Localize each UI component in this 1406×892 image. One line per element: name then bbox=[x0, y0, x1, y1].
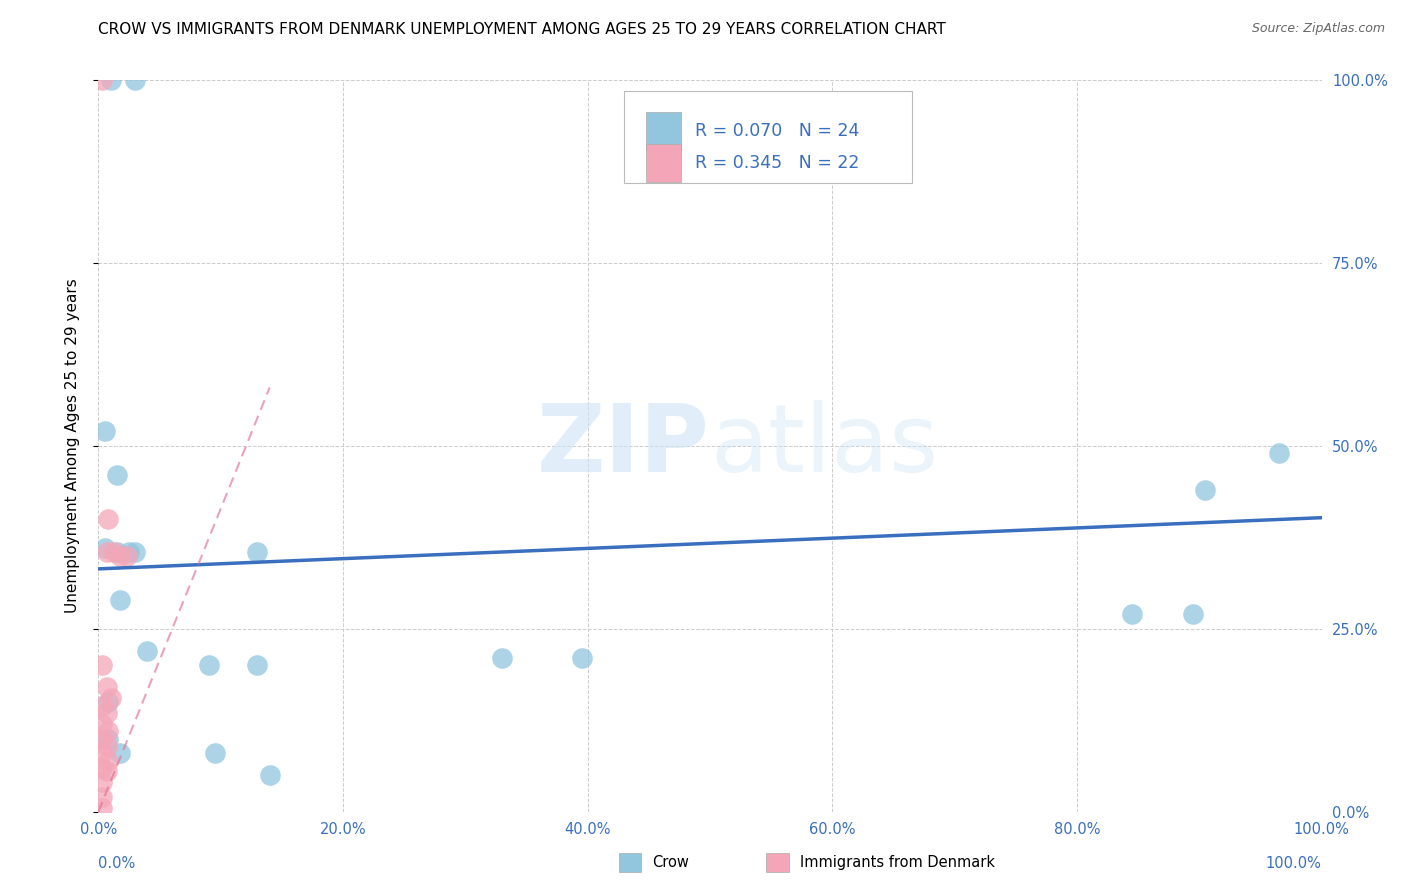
Point bbox=[96, 739, 118, 753]
Point bbox=[91, 698, 114, 713]
Point bbox=[91, 746, 114, 760]
Text: CROW VS IMMIGRANTS FROM DENMARK UNEMPLOYMENT AMONG AGES 25 TO 29 YEARS CORRELATI: CROW VS IMMIGRANTS FROM DENMARK UNEMPLOY… bbox=[98, 22, 946, 37]
Point bbox=[97, 724, 120, 739]
Point bbox=[91, 731, 114, 746]
Y-axis label: Unemployment Among Ages 25 to 29 years: Unemployment Among Ages 25 to 29 years bbox=[65, 278, 80, 614]
Point bbox=[1121, 607, 1143, 622]
Point bbox=[124, 545, 146, 559]
FancyBboxPatch shape bbox=[647, 144, 681, 182]
Point bbox=[97, 695, 120, 709]
Point bbox=[124, 73, 146, 87]
Point bbox=[93, 541, 115, 556]
Point bbox=[118, 545, 141, 559]
Point bbox=[103, 545, 125, 559]
Point bbox=[93, 425, 115, 439]
Point bbox=[97, 731, 120, 746]
Point bbox=[97, 754, 120, 768]
Point bbox=[91, 717, 114, 731]
Text: 100.0%: 100.0% bbox=[1265, 856, 1322, 871]
Point bbox=[204, 746, 226, 760]
Text: 0.0%: 0.0% bbox=[98, 856, 135, 871]
Point bbox=[136, 644, 159, 658]
Text: Crow: Crow bbox=[652, 855, 689, 870]
Point bbox=[96, 764, 118, 779]
Text: R = 0.070   N = 24: R = 0.070 N = 24 bbox=[696, 122, 859, 140]
Point bbox=[110, 746, 132, 760]
Point bbox=[1182, 607, 1205, 622]
Point bbox=[197, 658, 219, 673]
Point bbox=[246, 545, 269, 559]
Point bbox=[97, 512, 120, 526]
Point bbox=[100, 691, 122, 706]
Point bbox=[96, 681, 118, 695]
Point bbox=[259, 768, 281, 782]
Point bbox=[1268, 446, 1291, 460]
Text: Source: ZipAtlas.com: Source: ZipAtlas.com bbox=[1251, 22, 1385, 36]
Text: Immigrants from Denmark: Immigrants from Denmark bbox=[800, 855, 995, 870]
Point bbox=[100, 73, 122, 87]
Text: R = 0.345   N = 22: R = 0.345 N = 22 bbox=[696, 154, 859, 172]
Text: atlas: atlas bbox=[710, 400, 938, 492]
Point bbox=[96, 706, 118, 720]
Point bbox=[105, 545, 128, 559]
FancyBboxPatch shape bbox=[624, 91, 912, 183]
Point bbox=[1194, 483, 1216, 497]
Point bbox=[91, 73, 114, 87]
Point bbox=[91, 761, 114, 775]
FancyBboxPatch shape bbox=[647, 112, 681, 151]
Point bbox=[91, 658, 114, 673]
Point bbox=[91, 801, 114, 815]
Point bbox=[110, 549, 132, 563]
Point bbox=[110, 592, 132, 607]
Point bbox=[105, 468, 128, 483]
Point bbox=[91, 775, 114, 789]
Point bbox=[91, 790, 114, 805]
Point bbox=[571, 651, 593, 665]
Text: ZIP: ZIP bbox=[537, 400, 710, 492]
Point bbox=[115, 549, 138, 563]
Point bbox=[246, 658, 269, 673]
Point bbox=[491, 651, 513, 665]
Point bbox=[96, 545, 118, 559]
